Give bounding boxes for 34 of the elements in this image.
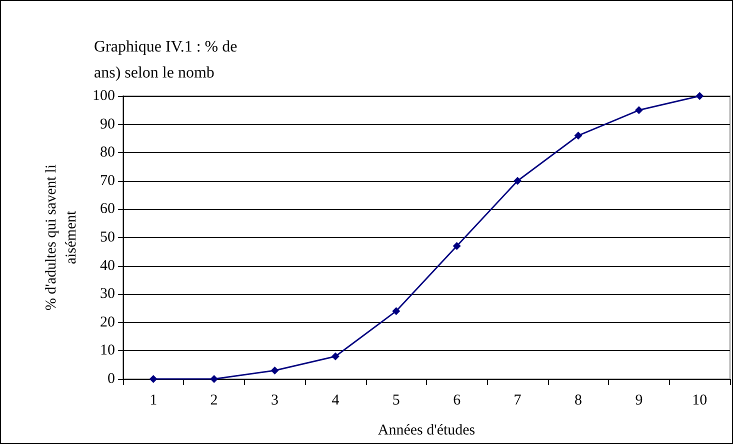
x-axis-title: Années d'études — [378, 422, 476, 438]
point — [331, 352, 340, 360]
y-tick-label: 30 — [100, 286, 115, 302]
x-tick-label: 3 — [271, 392, 278, 408]
y-tick-label: 10 — [100, 342, 115, 359]
point — [634, 106, 643, 114]
y-tick-label: 100 — [92, 88, 115, 104]
y-tick-label: 90 — [100, 116, 115, 132]
point — [210, 375, 218, 383]
x-tick-label: 8 — [574, 392, 582, 408]
x-tick-label: 10 — [692, 392, 708, 408]
point — [149, 375, 158, 383]
point — [452, 242, 461, 250]
y-tick-label: 50 — [100, 230, 115, 246]
y-tick-label: 40 — [100, 258, 115, 274]
point — [270, 366, 279, 375]
y-tick-label: 60 — [100, 201, 115, 218]
x-tick-label: 6 — [453, 392, 462, 408]
y-tick-label: 70 — [100, 172, 115, 189]
chart-title: Graphique IV.1 : % de ans) selon le nomb — [94, 38, 238, 82]
x-tick-label: 4 — [332, 392, 340, 408]
point — [392, 307, 400, 316]
x-tick-label: 7 — [514, 392, 522, 408]
point — [696, 92, 704, 100]
point — [574, 132, 582, 140]
y-tick-label: 0 — [108, 371, 115, 387]
x-tick-label: 5 — [392, 392, 400, 408]
x-tick-label: 2 — [210, 392, 218, 408]
y-axis-title: % d'adultes qui savent li aisément — [44, 164, 80, 311]
y-tick-label: 20 — [100, 314, 115, 330]
x-tick-label: 1 — [150, 392, 158, 408]
y-tick-label: 80 — [100, 144, 115, 161]
x-tick-label: 9 — [635, 392, 643, 408]
point — [514, 176, 522, 185]
